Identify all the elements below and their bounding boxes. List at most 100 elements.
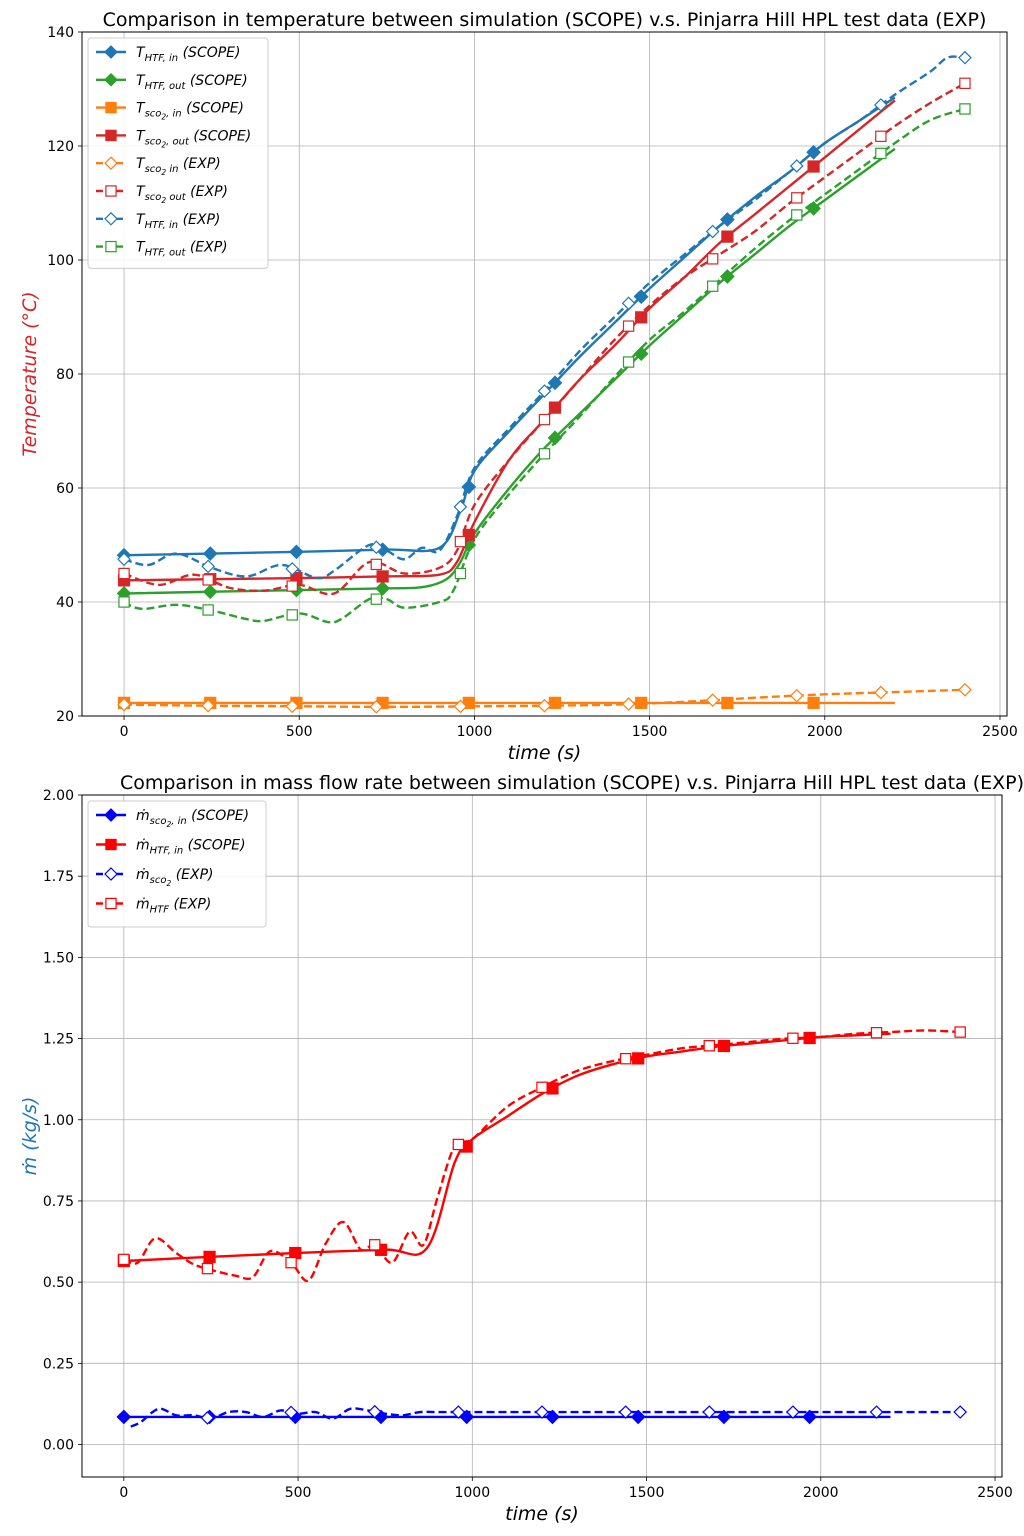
- data-point: [116, 1409, 132, 1425]
- data-point: [959, 103, 971, 115]
- data-point: [807, 696, 820, 710]
- data-point: [536, 1081, 548, 1093]
- x-tick-label: 0: [120, 724, 129, 740]
- y-tick-label: 0.50: [43, 1275, 74, 1291]
- data-point: [369, 1239, 381, 1251]
- data-point: [201, 559, 215, 574]
- grid: [82, 31, 1007, 717]
- data-point: [451, 1405, 466, 1419]
- legend-marker: [104, 45, 118, 59]
- legend-label: Tsco2 in (EXP): [136, 156, 221, 177]
- data-point: [705, 224, 720, 239]
- legend-entry: THTF, out (EXP): [96, 240, 228, 259]
- data-point: [870, 1027, 883, 1039]
- legend-marker: [104, 808, 118, 822]
- data-point: [369, 540, 384, 555]
- plot-area: [116, 1026, 968, 1428]
- series-3: [118, 1026, 966, 1283]
- data-point: [200, 1411, 215, 1425]
- y-axis-label: Temperature (°C): [19, 291, 41, 456]
- legend-label: ṁsco2 (EXP): [136, 867, 214, 888]
- y-tick-label: 100: [47, 253, 74, 269]
- mass-flow-chart: 0 500 1000 1500 2000 2500 0.00 0.25 0.50 0.75 1.00…: [19, 772, 1024, 1525]
- legend-entry: ṁsco2, in (SCOPE): [96, 808, 249, 829]
- legend-marker: [104, 211, 118, 226]
- data-point: [703, 1040, 715, 1052]
- data-point: [286, 609, 298, 621]
- data-point: [959, 77, 971, 89]
- data-point: [202, 604, 214, 616]
- y-tick-label: 20: [56, 709, 74, 725]
- series-line: [123, 55, 966, 580]
- x-tick-label: 2500: [982, 724, 1018, 740]
- data-point: [874, 685, 888, 700]
- data-point: [202, 546, 218, 561]
- series-6: [117, 50, 972, 580]
- legend-marker: [105, 240, 117, 253]
- legend-marker: [104, 156, 118, 171]
- data-point: [453, 499, 468, 514]
- legend-label: THTF, out (SCOPE): [136, 73, 248, 92]
- series-line: [123, 1029, 961, 1283]
- x-tick-label: 500: [285, 1485, 312, 1501]
- legend: THTF, in (SCOPE) THTF, out (SCOPE) Tsco2, …: [87, 37, 269, 269]
- legend-marker: [105, 897, 117, 910]
- data-point: [376, 570, 389, 583]
- data-point: [619, 1053, 632, 1065]
- data-point: [706, 253, 719, 265]
- y-axis-label: ṁ (kg/s): [19, 1097, 41, 1176]
- plot-area: [116, 50, 972, 714]
- data-point: [958, 50, 972, 65]
- data-point: [546, 1082, 559, 1095]
- data-point: [202, 574, 214, 586]
- legend-entry: ṁHTF (EXP): [96, 897, 211, 916]
- y-tick-label: 1.50: [43, 950, 74, 966]
- y-tick-label: 0.25: [43, 1356, 74, 1372]
- data-point: [117, 552, 131, 567]
- data-point: [285, 1256, 297, 1269]
- legend-label: Tsco2, in (SCOPE): [136, 101, 244, 122]
- legend-entry: Tsco2, out (SCOPE): [96, 128, 251, 149]
- data-point: [786, 1405, 800, 1419]
- y-tick-label: 2.00: [43, 788, 74, 804]
- series-4: [117, 682, 972, 714]
- chart-title: Comparison in temperature between simula…: [103, 9, 987, 31]
- data-point: [874, 98, 888, 112]
- axis-ticks: 0 500 1000 1500 2000 2500 20 40 60 80 100 120 140: [47, 25, 1018, 740]
- y-tick-label: 40: [56, 595, 74, 611]
- x-tick-label: 0: [119, 1485, 128, 1501]
- data-point: [717, 1039, 731, 1053]
- data-point: [201, 1262, 214, 1275]
- y-tick-label: 1.25: [43, 1032, 74, 1048]
- legend-marker: [105, 101, 117, 114]
- data-point: [621, 296, 636, 311]
- data-point: [706, 280, 719, 292]
- data-point: [538, 413, 551, 426]
- data-point: [537, 384, 552, 398]
- data-point: [203, 1250, 216, 1264]
- data-point: [369, 699, 384, 714]
- legend: ṁsco2, in (SCOPE) ṁHTF, in (SCOPE) ṁsco2 (…: [87, 800, 267, 928]
- data-point: [547, 375, 563, 391]
- y-tick-label: 60: [56, 481, 74, 497]
- data-point: [454, 535, 467, 548]
- data-point: [622, 356, 635, 368]
- data-point: [118, 1253, 130, 1266]
- legend-label: ṁsco2, in (SCOPE): [136, 808, 249, 829]
- data-point: [286, 580, 298, 592]
- y-tick-label: 0.00: [43, 1438, 74, 1454]
- series-line: [123, 1032, 891, 1263]
- data-point: [802, 1409, 817, 1425]
- data-point: [118, 596, 130, 608]
- data-point: [370, 558, 383, 571]
- data-point: [720, 269, 735, 284]
- legend-label: Tsco2 out (EXP): [136, 184, 228, 205]
- legend-marker: [105, 129, 117, 142]
- data-point: [791, 209, 803, 221]
- legend-entry: THTF, in (EXP): [96, 212, 220, 231]
- data-point: [462, 528, 475, 542]
- series-5: [118, 77, 971, 596]
- data-point: [721, 230, 734, 243]
- data-point: [621, 697, 636, 711]
